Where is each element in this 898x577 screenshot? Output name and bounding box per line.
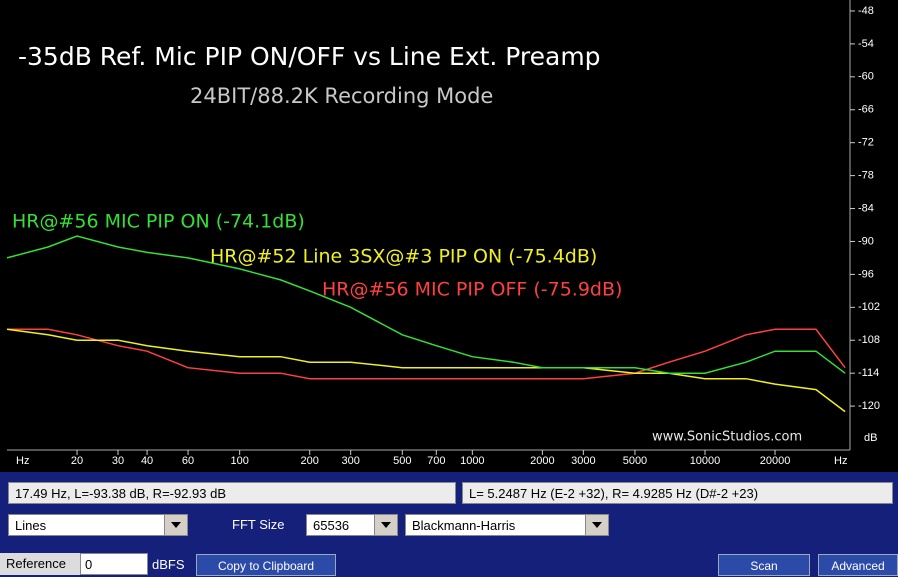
x-tick-label: 30 — [112, 455, 124, 467]
y-tick-label: -72 — [858, 137, 874, 149]
chart-title: -35dB Ref. Mic PIP ON/OFF vs Line Ext. P… — [18, 42, 601, 71]
status-right: L= 5.2487 Hz (E-2 +32), R= 4.9285 Hz (D#… — [462, 482, 893, 504]
x-unit-left: Hz — [16, 455, 29, 467]
x-tick-label: 100 — [230, 455, 248, 467]
x-unit-right: Hz — [834, 455, 847, 467]
x-tick-label: 20000 — [760, 455, 791, 467]
y-tick-label: -108 — [858, 334, 880, 346]
annotation: HR@#56 MIC PIP ON (-74.1dB) — [12, 211, 305, 233]
reference-label: Reference — [0, 553, 80, 575]
dropdown-arrow[interactable] — [164, 515, 187, 535]
y-tick-label: -90 — [858, 235, 874, 247]
x-tick-label: 300 — [341, 455, 359, 467]
reference-input[interactable]: 0 — [80, 553, 148, 575]
x-tick-label: 40 — [141, 455, 153, 467]
y-unit: dB — [864, 432, 877, 444]
x-tick-label: 10000 — [690, 455, 721, 467]
x-tick-label: 700 — [427, 455, 445, 467]
y-tick-label: -54 — [858, 38, 874, 50]
series-line — [6, 235, 846, 374]
status-left: 17.49 Hz, L=-93.38 dB, R=-92.93 dB — [8, 482, 456, 504]
series-line — [6, 328, 846, 413]
fft-size-label: FFT Size — [232, 517, 285, 532]
y-tick-label: -120 — [858, 400, 880, 412]
spectrum-chart: -35dB Ref. Mic PIP ON/OFF vs Line Ext. P… — [0, 0, 898, 472]
fft-size-select[interactable]: 65536 — [306, 514, 398, 536]
advanced-button[interactable]: Advanced — [818, 554, 898, 576]
annotation: HR@#56 MIC PIP OFF (-75.9dB) — [322, 279, 622, 301]
window-select[interactable]: Blackmann-Harris — [405, 514, 609, 536]
chart-subtitle: 24BIT/88.2K Recording Mode — [190, 84, 493, 108]
annotation: www.SonicStudios.com — [652, 430, 802, 445]
scan-button[interactable]: Scan — [718, 554, 810, 576]
reference-unit: dBFS — [152, 557, 185, 572]
series-line — [7, 328, 846, 380]
x-tick-label: 5000 — [623, 455, 647, 467]
y-tick-label: -96 — [858, 268, 874, 280]
x-tick-label: 200 — [301, 455, 319, 467]
x-tick-label: 1000 — [460, 455, 484, 467]
y-tick-label: -48 — [858, 5, 874, 17]
y-tick-label: -114 — [858, 367, 879, 379]
display-mode: Lines — [15, 518, 47, 533]
y-tick-label: -66 — [858, 104, 874, 116]
y-tick-label: -60 — [858, 71, 874, 83]
dropdown-arrow[interactable] — [585, 515, 608, 535]
display-mode-select[interactable]: Lines — [8, 514, 188, 536]
y-tick-label: -84 — [858, 202, 874, 214]
y-tick-label: -78 — [858, 170, 874, 182]
x-tick-label: 60 — [182, 455, 194, 467]
window: Blackmann-Harris — [412, 518, 516, 533]
y-tick-label: -102 — [858, 301, 880, 313]
copy-button[interactable]: Copy to Clipboard — [196, 554, 336, 576]
x-tick-label: 500 — [393, 455, 411, 467]
x-tick-label: 3000 — [571, 455, 595, 467]
plot-background — [0, 0, 898, 472]
x-tick-label: 20 — [71, 455, 83, 467]
annotation: HR@#52 Line 3SX@#3 PIP ON (-75.4dB) — [210, 246, 597, 268]
x-tick-label: 2000 — [530, 455, 554, 467]
dropdown-arrow[interactable] — [374, 515, 397, 535]
fft-size: 65536 — [313, 518, 350, 533]
